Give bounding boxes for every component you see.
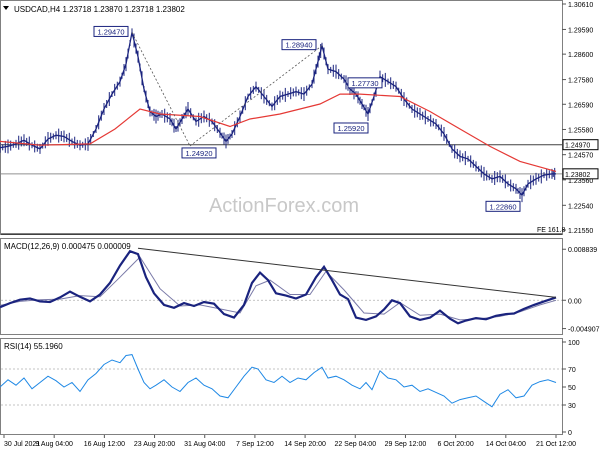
- price-marker-box: [562, 168, 599, 180]
- price-y-tick-label: 1.21550: [568, 228, 593, 235]
- annotation-box: [93, 25, 129, 37]
- annotation-box: [333, 122, 369, 134]
- price-marker-label: 1.23802: [565, 172, 590, 179]
- sma-line: [0, 93, 557, 172]
- x-tick-label: 16 Aug 12:00: [84, 441, 125, 448]
- x-tick-label: 23 Aug 20:00: [134, 441, 175, 448]
- rsi-panel-frame: [0, 338, 563, 435]
- rsi-y-tick-label: 100: [568, 340, 580, 347]
- fe-label: FE 161.8: [537, 227, 566, 234]
- rsi-y-tick-label: 50: [568, 385, 576, 392]
- macd-y-tick-label: -0.004907: [568, 327, 600, 334]
- price-y-tick-label: 1.28600: [568, 52, 593, 59]
- annotation-box: [181, 147, 217, 159]
- rsi-title: RSI(14) 55.1960: [4, 342, 63, 351]
- x-tick-label: 31 Aug 04:00: [184, 441, 225, 448]
- watermark: ActionForex.com: [209, 195, 359, 217]
- x-tick-label: 14 Oct 04:00: [486, 441, 526, 448]
- dropdown-triangle-icon[interactable]: [3, 6, 9, 10]
- x-tick-label: 9 Aug 04:00: [35, 441, 72, 448]
- x-tick-label: 7 Sep 12:00: [236, 441, 274, 448]
- rsi-line: [0, 354, 557, 408]
- macd-trendline: [137, 247, 557, 298]
- swing-line: [131, 32, 191, 147]
- price-marker-box: [562, 139, 599, 151]
- annotation-label: 1.24920: [185, 149, 212, 158]
- rsi-y-tick-label: 0: [568, 430, 572, 437]
- price-y-tick-label: 1.23560: [568, 178, 593, 185]
- macd-y-tick-label: 0.008839: [568, 247, 597, 254]
- x-tick-label: 21 Oct 12:00: [536, 441, 576, 448]
- annotation-label: 1.22860: [489, 202, 516, 211]
- annotation-label: 1.28940: [285, 41, 312, 50]
- rsi-y-tick-label: 70: [568, 367, 576, 374]
- price-y-tick-label: 1.24570: [568, 153, 593, 160]
- annotation-label: 1.25920: [337, 124, 364, 133]
- x-tick-label: 22 Sep 04:00: [334, 441, 376, 448]
- macd-panel-frame: [0, 238, 563, 335]
- annotation-label: 1.29470: [97, 27, 124, 36]
- macd-title: MACD(12,26,9) 0.000475 0.000009: [4, 242, 131, 251]
- x-tick-label: 14 Sep 20:00: [284, 441, 326, 448]
- x-tick-label: 29 Sep 12:00: [385, 441, 427, 448]
- price-y-tick-label: 1.26590: [568, 102, 593, 109]
- price-y-tick-label: 1.22540: [568, 203, 593, 210]
- annotation-label: 1.27730: [351, 79, 378, 88]
- annotation-box: [485, 200, 521, 212]
- price-y-tick-label: 1.25580: [568, 127, 593, 134]
- rsi-y-tick-label: 30: [568, 403, 576, 410]
- price-y-tick-label: 1.29590: [568, 27, 593, 34]
- x-tick-label: 6 Oct 20:00: [438, 441, 474, 448]
- annotation-box: [281, 39, 317, 51]
- macd-y-tick-label: 0.00: [568, 298, 582, 305]
- price-y-tick-label: 1.27580: [568, 78, 593, 85]
- price-title: USDCAD,H4 1.23718 1.23870 1.23718 1.2380…: [14, 5, 185, 14]
- x-tick-label: 30 Jul 2021: [4, 441, 40, 448]
- price-y-tick-label: 1.30610: [568, 2, 593, 9]
- price-marker-label: 1.24970: [565, 143, 590, 150]
- macd-line: [0, 249, 557, 325]
- annotation-box: [347, 77, 383, 89]
